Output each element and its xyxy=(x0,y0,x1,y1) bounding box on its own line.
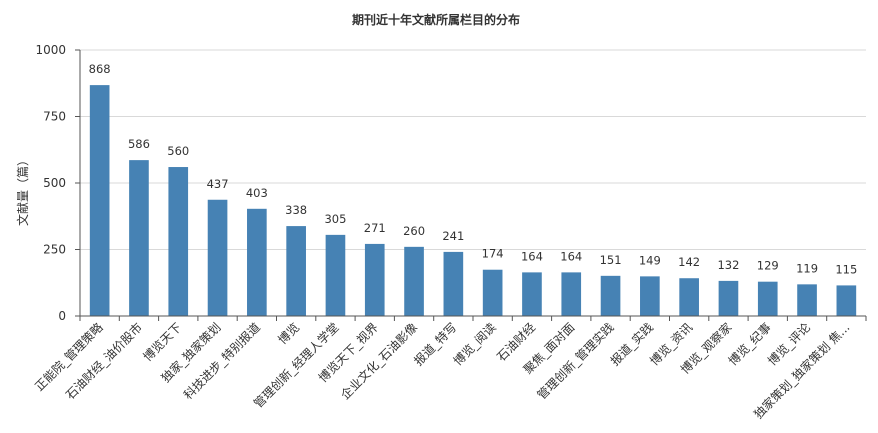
chart-title: 期刊近十年文献所属栏目的分布 xyxy=(352,12,520,27)
bar xyxy=(404,246,424,316)
bar xyxy=(640,276,660,316)
x-tick-label: 博览 xyxy=(275,320,303,348)
y-tick-label: 250 xyxy=(43,243,66,257)
bar xyxy=(561,272,582,316)
data-label: 119 xyxy=(796,261,818,275)
data-label: 149 xyxy=(639,253,661,267)
data-label: 403 xyxy=(246,186,268,200)
bar xyxy=(522,272,542,316)
bar xyxy=(286,226,306,316)
data-label: 271 xyxy=(364,221,386,235)
bar xyxy=(364,243,385,316)
data-label: 174 xyxy=(482,247,504,261)
data-label: 129 xyxy=(757,259,779,273)
data-label: 338 xyxy=(285,203,307,217)
data-label: 868 xyxy=(89,62,111,76)
y-axis-ticks: 0 250 500 750 1000 xyxy=(35,43,80,323)
bar xyxy=(797,284,817,316)
bar xyxy=(443,251,464,316)
bar xyxy=(482,269,503,316)
y-tick-label: 750 xyxy=(43,110,66,124)
data-label: 437 xyxy=(207,177,229,191)
data-label: 151 xyxy=(600,253,622,267)
data-labels: 868 586 560 437 403 338 305 271 260 241 174 164 164 1… xyxy=(89,62,858,276)
bar xyxy=(168,167,189,316)
x-tick-label: 正能院_管理策略 xyxy=(32,320,106,394)
data-label: 241 xyxy=(442,229,464,243)
bar xyxy=(757,281,778,316)
data-label: 164 xyxy=(521,249,543,263)
y-tick-label: 500 xyxy=(43,176,66,190)
data-label: 305 xyxy=(324,212,346,226)
x-tick-label: 博览_阅读 xyxy=(450,320,499,369)
bar xyxy=(129,160,149,316)
y-tick-label: 0 xyxy=(58,309,66,323)
data-label: 586 xyxy=(128,137,150,151)
y-tick-label: 1000 xyxy=(35,43,66,57)
bars xyxy=(89,85,857,316)
bar xyxy=(89,85,110,316)
bar xyxy=(247,208,267,316)
data-label: 560 xyxy=(167,144,189,158)
data-label: 260 xyxy=(403,224,425,238)
data-label: 115 xyxy=(835,262,857,276)
bar xyxy=(207,199,228,316)
bar xyxy=(836,285,857,316)
data-label: 164 xyxy=(560,249,582,263)
data-label: 142 xyxy=(678,255,700,269)
bar xyxy=(718,280,739,316)
bar xyxy=(679,278,699,316)
bar xyxy=(600,275,621,316)
gridlines xyxy=(80,49,866,250)
bar xyxy=(325,234,346,316)
y-axis-label: 文献量（篇） xyxy=(15,154,30,226)
data-label: 132 xyxy=(717,258,739,272)
